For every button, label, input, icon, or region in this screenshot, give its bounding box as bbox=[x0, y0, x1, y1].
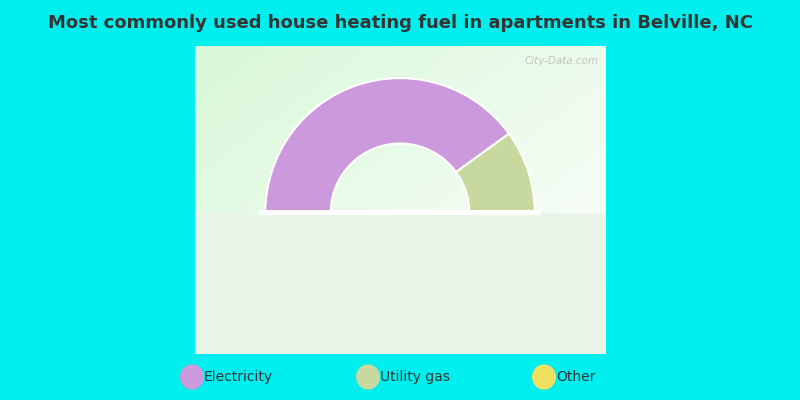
Wedge shape bbox=[456, 134, 534, 213]
Ellipse shape bbox=[180, 364, 204, 390]
Text: City-Data.com: City-Data.com bbox=[525, 56, 599, 66]
Ellipse shape bbox=[532, 364, 556, 390]
Text: Most commonly used house heating fuel in apartments in Belville, NC: Most commonly used house heating fuel in… bbox=[47, 14, 753, 32]
Bar bbox=[194, 213, 606, 354]
Text: Electricity: Electricity bbox=[204, 370, 273, 384]
Bar bbox=[259, 210, 541, 215]
Wedge shape bbox=[266, 78, 509, 213]
Text: Utility gas: Utility gas bbox=[380, 370, 450, 384]
Text: Other: Other bbox=[556, 370, 595, 384]
Ellipse shape bbox=[356, 364, 380, 390]
